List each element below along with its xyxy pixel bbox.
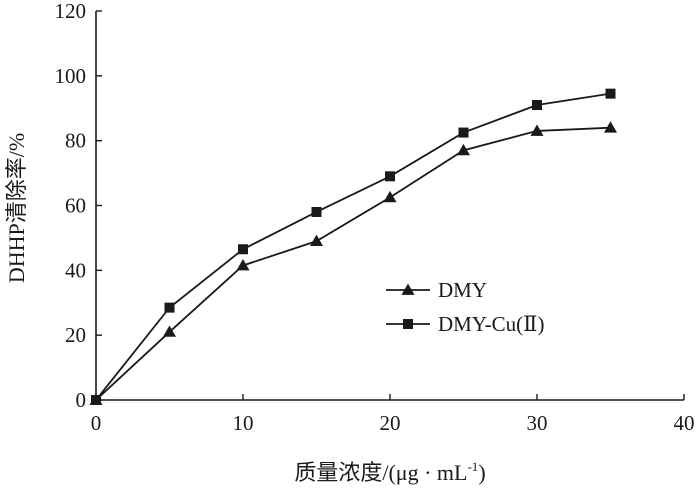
data-point — [91, 395, 101, 405]
legend-label: DMY-Cu(Ⅱ) — [438, 312, 544, 336]
series-triangle — [89, 121, 617, 405]
y-tick-label: 0 — [76, 388, 87, 412]
x-axis-title: 质量浓度/(μg · mL-1) — [294, 459, 485, 485]
series-layer — [89, 88, 617, 405]
series-square — [91, 88, 616, 405]
data-point — [530, 124, 544, 136]
x-tick-label: 0 — [91, 411, 102, 435]
y-axis-title: DHHP清除率/% — [4, 133, 29, 283]
data-point — [311, 206, 322, 217]
y-tick-label: 80 — [65, 129, 86, 153]
data-point — [457, 143, 470, 156]
legend: DMY DMY-Cu(Ⅱ) — [386, 278, 544, 336]
data-point — [236, 258, 250, 271]
legend-item: DMY — [386, 278, 487, 302]
data-point — [458, 127, 469, 138]
data-point — [604, 121, 617, 133]
y-tick-label: 100 — [55, 64, 87, 88]
legend-marker — [403, 319, 413, 329]
x-tick-label: 20 — [380, 411, 401, 435]
x-tick-label: 10 — [233, 411, 254, 435]
x-tick-label: 30 — [527, 411, 548, 435]
series-line — [95, 126, 611, 401]
data-point — [310, 234, 323, 247]
y-tick-label: 20 — [65, 323, 86, 347]
y-tick-label: 60 — [65, 194, 86, 218]
axes: 0 20 40 60 80 100 120 0 10 20 30 40 — [55, 0, 695, 435]
legend-label: DMY — [438, 278, 487, 302]
x-tick-label: 40 — [674, 411, 695, 435]
data-point — [532, 100, 542, 111]
y-tick-label: 40 — [65, 258, 86, 282]
data-point — [385, 171, 395, 182]
data-point — [164, 302, 175, 313]
legend-item: DMY-Cu(Ⅱ) — [386, 312, 544, 336]
data-point — [383, 190, 397, 203]
data-point — [238, 244, 248, 255]
data-point — [163, 325, 176, 337]
legend-marker — [401, 283, 415, 295]
series-line — [95, 92, 611, 401]
data-point — [605, 88, 616, 99]
y-tick-label: 120 — [55, 0, 87, 23]
